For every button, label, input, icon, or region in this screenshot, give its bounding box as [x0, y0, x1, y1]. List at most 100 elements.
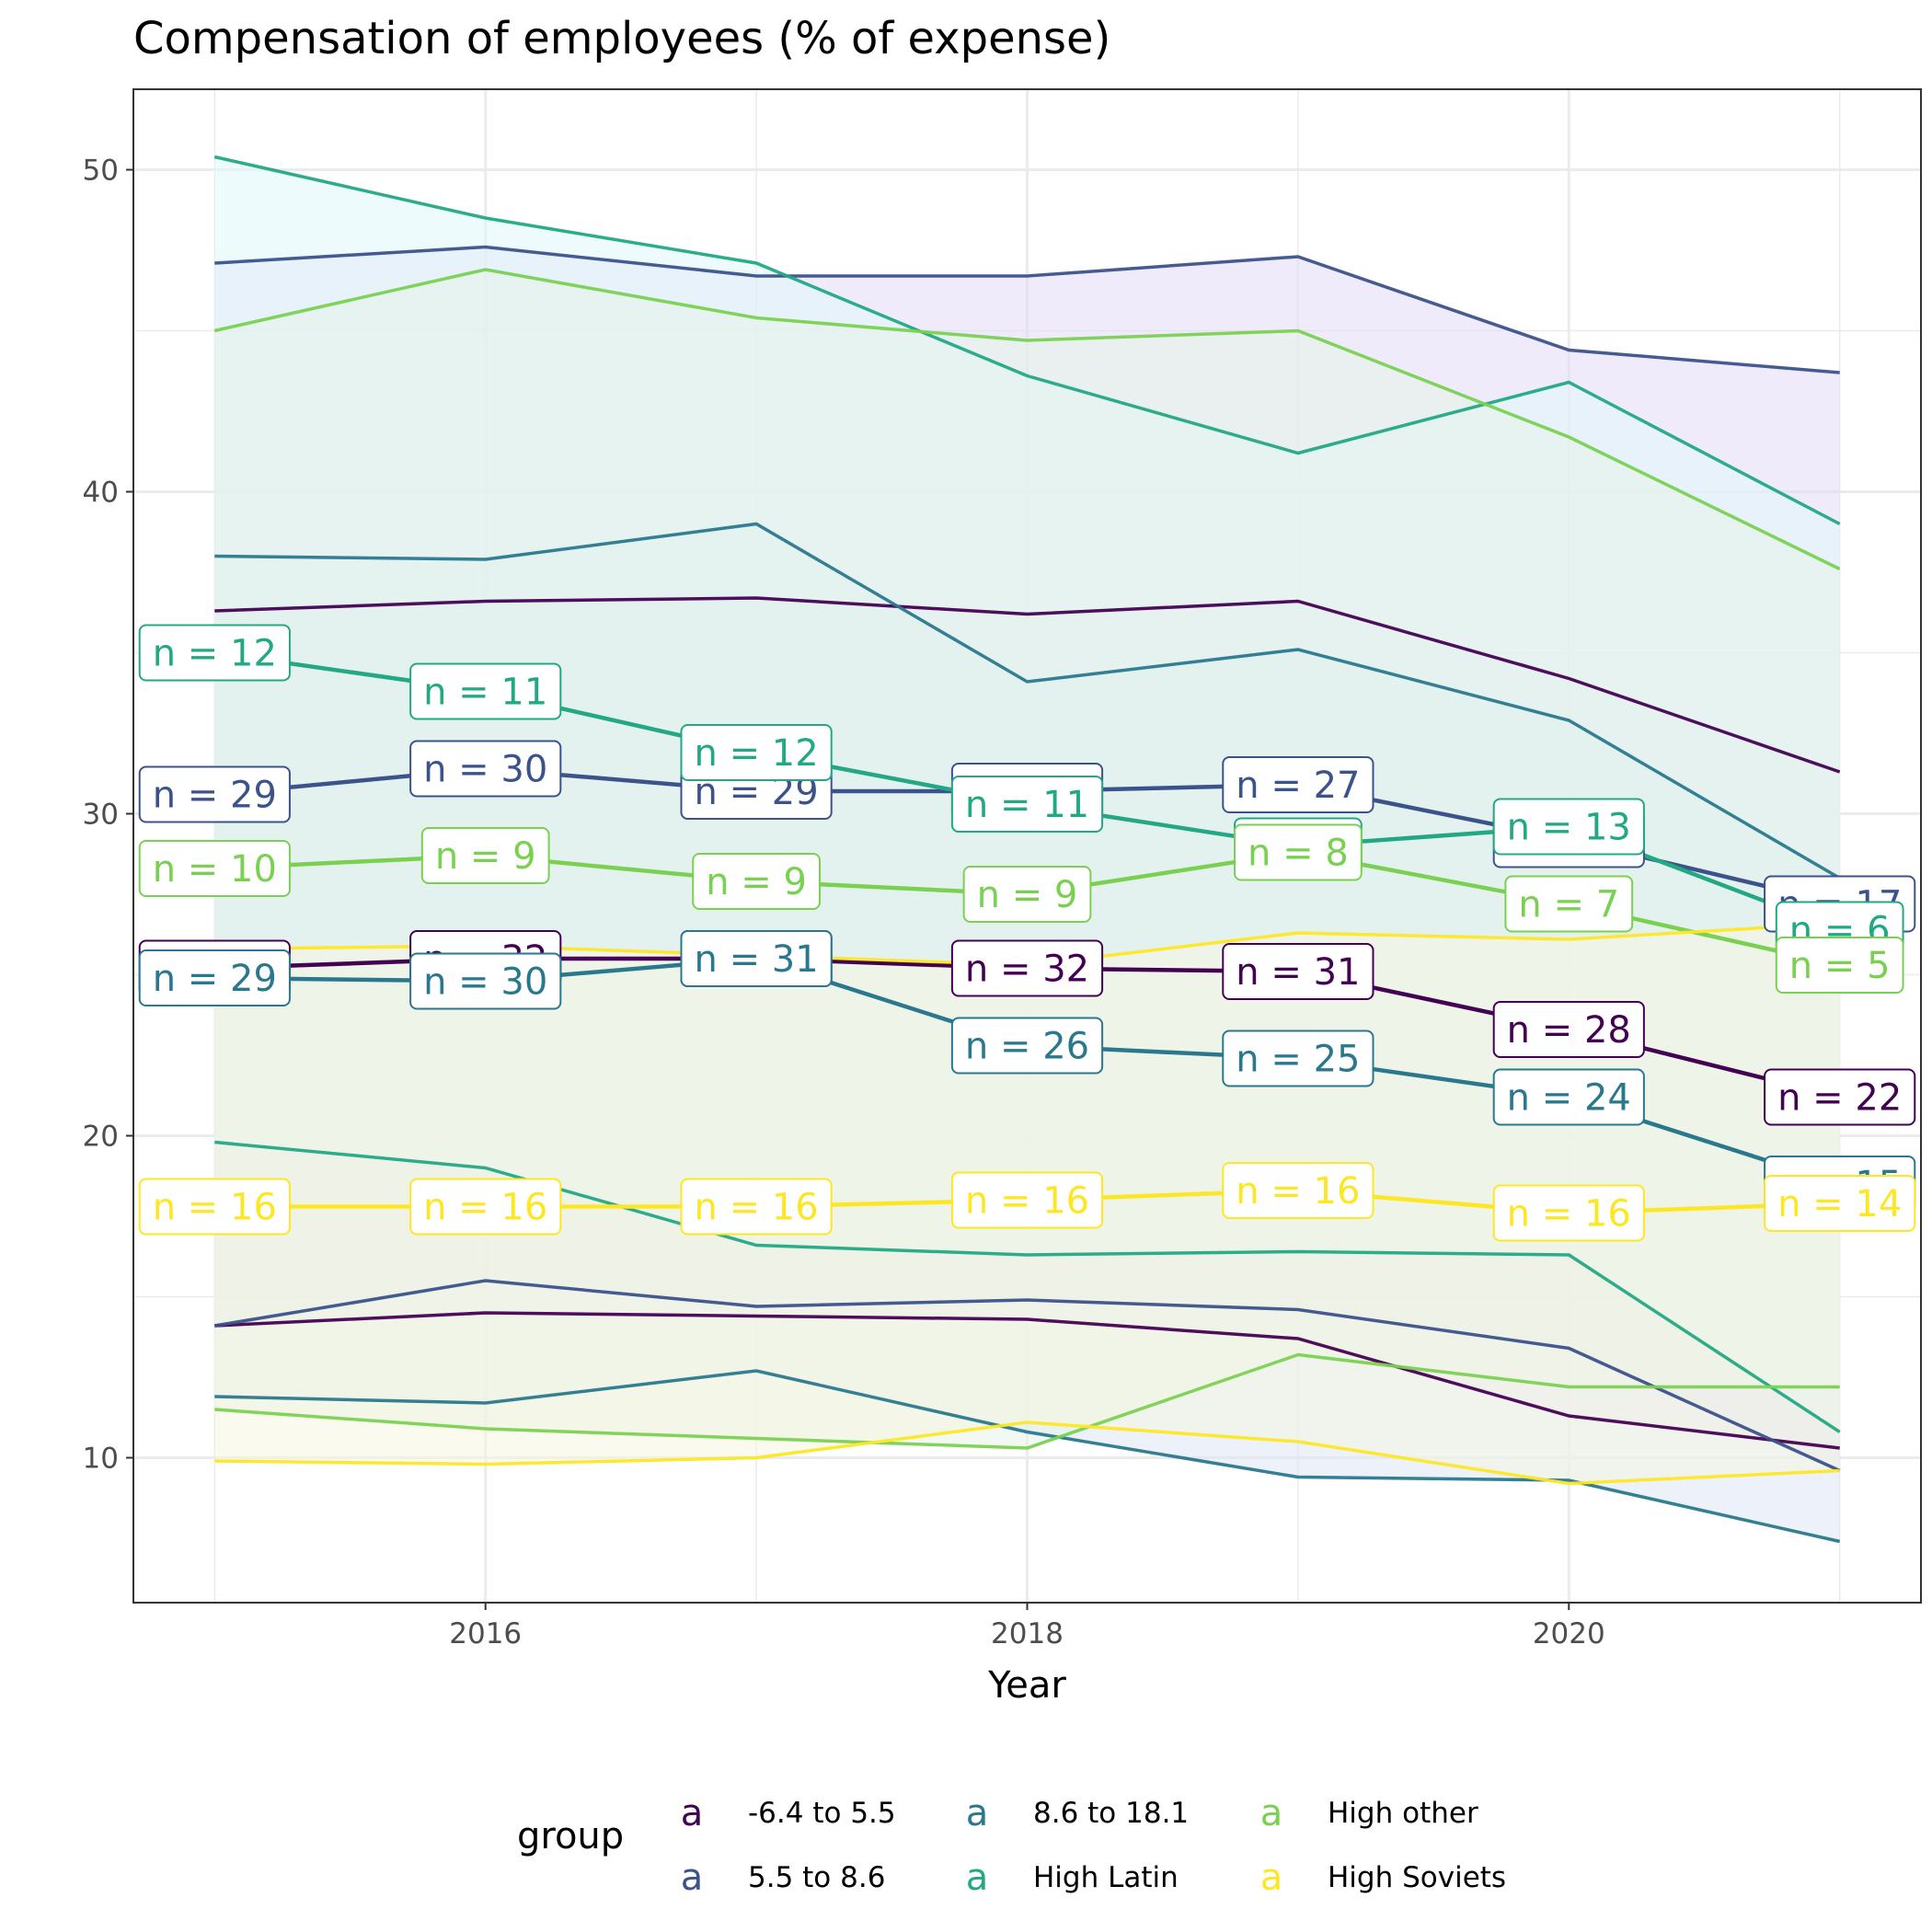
n-label-text: n = 30: [423, 749, 547, 791]
y-tick-label: 20: [83, 1121, 119, 1154]
legend-key-3: a: [966, 1857, 989, 1899]
axes: 10 20 30 40 50 2016 2018 2020: [83, 155, 1605, 1651]
legend-label-5: High Soviets: [1328, 1861, 1506, 1894]
n-label-text: n = 12: [695, 732, 819, 775]
legend-key-4: a: [1260, 1792, 1283, 1834]
n-label: n = 8: [1234, 823, 1363, 881]
n-label: n = 16: [1492, 1184, 1645, 1242]
line-upper-series-3: [213, 155, 1841, 526]
n-label-text: n = 9: [706, 861, 807, 903]
legend-key-0: a: [681, 1792, 704, 1834]
n-label-box: [409, 740, 562, 798]
n-label: n = 10: [138, 840, 291, 897]
n-label-text: n = 9: [977, 874, 1078, 916]
legend-key-2: a: [966, 1792, 989, 1834]
n-label: n = 32: [950, 939, 1104, 997]
n-label-box: [138, 949, 291, 1006]
n-label-text: n = 16: [965, 1180, 1089, 1223]
n-label: n = 16: [1222, 1162, 1374, 1219]
n-label-box: [1492, 798, 1645, 856]
n-label-box: [1222, 943, 1374, 1000]
line-lower-series-5: [214, 1420, 1840, 1486]
n-label-box: [950, 939, 1104, 997]
legend-label-0: -6.4 to 5.5: [748, 1797, 896, 1830]
line-lower-series-4: [214, 1352, 1840, 1450]
legend-label-2: 8.6 to 18.1: [1033, 1797, 1189, 1830]
n-label: n = 31: [680, 930, 833, 987]
n-label: n = 9: [692, 853, 821, 910]
line-lower-series-1: [214, 1279, 1841, 1473]
n-label: n = 29: [138, 949, 291, 1006]
n-label-text: n = 16: [1507, 1193, 1631, 1236]
legend: group a -6.4 to 5.5 a 5.5 to 8.6 a 8.6 to 18.…: [517, 1792, 1506, 1899]
n-label-box: [1222, 1029, 1374, 1087]
n-label-box: [1492, 1001, 1645, 1058]
line-upper-series-0: [214, 596, 1841, 774]
n-label: n = 14: [1764, 1175, 1916, 1232]
n-label-box: [950, 776, 1104, 833]
n-label-box: [950, 1017, 1104, 1075]
n-label-text: n = 31: [695, 938, 819, 981]
n-label: n = 30: [409, 952, 562, 1010]
line-lower-series-3: [214, 1140, 1841, 1433]
n-label-text: n = 30: [423, 961, 547, 1004]
y-tick-label: 10: [83, 1443, 119, 1476]
n-label: n = 31: [1222, 943, 1374, 1000]
n-label-box: [138, 624, 291, 682]
line-upper-series-1: [214, 245, 1840, 374]
n-label: n = 9: [420, 827, 550, 884]
n-label-box: [1764, 1068, 1916, 1126]
n-label-text: n = 12: [153, 633, 277, 675]
n-label: n = 12: [138, 624, 291, 682]
n-label-text: n = 27: [1236, 765, 1360, 807]
n-label-box: [1222, 756, 1374, 813]
chart-title: Compensation of employees (% of expense): [133, 13, 1110, 64]
n-label-text: n = 26: [965, 1026, 1089, 1068]
n-label-text: n = 32: [965, 949, 1089, 991]
n-label-text: n = 25: [1236, 1039, 1360, 1081]
n-label-box: [1504, 875, 1634, 933]
n-label-text: n = 16: [153, 1187, 277, 1229]
n-label-text: n = 29: [153, 775, 277, 817]
line-lower-series-0: [214, 1311, 1840, 1450]
n-label-box: [138, 840, 291, 897]
legend-key-1: a: [681, 1857, 704, 1899]
n-label-box: [1222, 1162, 1374, 1219]
n-label: n = 7: [1504, 875, 1634, 933]
n-label-box: [680, 1178, 833, 1236]
n-label-text: n = 5: [1789, 945, 1891, 987]
n-label: n = 16: [950, 1171, 1104, 1229]
n-label-text: n = 11: [423, 672, 547, 714]
n-label: n = 5: [1775, 937, 1904, 994]
legend-label-1: 5.5 to 8.6: [748, 1861, 885, 1894]
n-label-text: n = 9: [435, 835, 536, 878]
n-label-text: n = 7: [1518, 884, 1619, 926]
line-lower-series-2: [214, 1369, 1841, 1544]
n-label: n = 16: [409, 1178, 562, 1236]
n-label-box: [680, 724, 833, 781]
n-label-box: [692, 853, 821, 910]
n-label-text: n = 16: [423, 1187, 547, 1229]
n-label-text: n = 24: [1507, 1077, 1631, 1120]
x-tick-label: 2020: [1533, 1617, 1605, 1650]
legend-key-5: a: [1260, 1857, 1283, 1899]
n-label-text: n = 16: [695, 1187, 819, 1229]
n-label: n = 12: [680, 724, 833, 781]
n-label-box: [138, 765, 291, 823]
n-label: n = 9: [962, 866, 1092, 923]
n-label-text: n = 29: [153, 958, 277, 1000]
n-label-text: n = 13: [1507, 807, 1631, 849]
n-label-box: [138, 1178, 291, 1236]
n-label: n = 29: [138, 765, 291, 823]
n-label-text: n = 28: [1507, 1009, 1631, 1052]
n-label-box: [1764, 1175, 1916, 1232]
n-label-box: [420, 827, 550, 884]
line-upper-series-4: [213, 268, 1841, 571]
n-label-text: n = 14: [1777, 1183, 1902, 1225]
n-label: n = 16: [680, 1178, 833, 1236]
line-upper-series-2: [214, 522, 1841, 880]
n-label: n = 25: [1222, 1029, 1374, 1087]
n-label-box: [409, 952, 562, 1010]
legend-label-4: High other: [1328, 1797, 1478, 1830]
